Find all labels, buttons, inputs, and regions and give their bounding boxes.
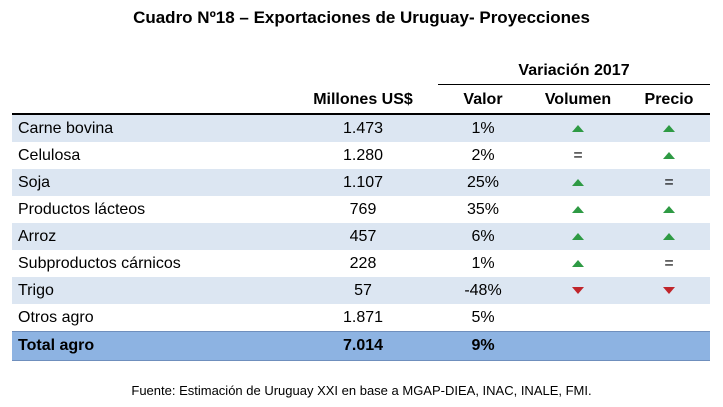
- total-valor: 9%: [471, 337, 495, 354]
- column-header-volumen: Volumen: [544, 90, 612, 108]
- precio-cell: [628, 201, 710, 219]
- total-row: Total agro 7.014 9%: [12, 331, 710, 361]
- arrow-up-icon: [663, 205, 675, 213]
- volumen-cell: [528, 120, 628, 138]
- product-name: Soja: [18, 173, 51, 191]
- variation-group-header: Variación 2017: [438, 60, 710, 85]
- source-note: Fuente: Estimación de Uruguay XXI en bas…: [131, 383, 592, 398]
- millones-cell: 457: [349, 227, 377, 245]
- valor-cell: 25%: [466, 173, 500, 191]
- precio-cell: [628, 120, 710, 138]
- volumen-cell: [528, 228, 628, 246]
- arrow-down-icon: [663, 286, 675, 294]
- column-header-valor: Valor: [463, 90, 503, 108]
- arrow-up-icon: [572, 259, 584, 267]
- millones-cell: 1.871: [342, 308, 384, 326]
- table-row: Soja 1.107 25% =: [12, 169, 710, 196]
- arrow-up-icon: [663, 124, 675, 132]
- product-name: Productos lácteos: [18, 200, 146, 218]
- product-name: Trigo: [18, 281, 54, 299]
- group-header-row: Variación 2017: [12, 56, 710, 86]
- product-name: Otros agro: [18, 308, 94, 326]
- total-millones: 7.014: [342, 337, 384, 354]
- arrow-up-icon: [572, 178, 584, 186]
- millones-cell: 1.473: [342, 119, 384, 137]
- volumen-cell: [528, 201, 628, 219]
- millones-cell: 228: [349, 254, 377, 272]
- product-name: Arroz: [18, 227, 57, 245]
- equal-sign: =: [573, 146, 583, 164]
- precio-cell: [628, 147, 710, 165]
- volumen-cell: [528, 255, 628, 273]
- valor-cell: 5%: [471, 308, 495, 326]
- arrow-down-icon: [572, 286, 584, 294]
- exports-table: Variación 2017 Millones US$ Valor Volume…: [12, 56, 710, 361]
- millones-cell: 769: [349, 200, 377, 218]
- precio-cell: [628, 282, 710, 300]
- table-title: Cuadro Nº18 – Exportaciones de Uruguay- …: [133, 8, 590, 27]
- millones-cell: 1.107: [342, 173, 384, 191]
- precio-cell: =: [628, 174, 710, 192]
- valor-cell: 6%: [471, 227, 495, 245]
- equal-sign: =: [664, 254, 674, 272]
- column-header-precio: Precio: [644, 90, 694, 108]
- arrow-up-icon: [663, 232, 675, 240]
- precio-cell: =: [628, 255, 710, 273]
- table-row: Celulosa 1.280 2% =: [12, 142, 710, 169]
- product-name: Carne bovina: [18, 119, 114, 137]
- valor-cell: -48%: [464, 281, 502, 299]
- table-row: Subproductos cárnicos 228 1% =: [12, 250, 710, 277]
- table-row: Otros agro 1.871 5%: [12, 304, 710, 331]
- arrow-up-icon: [572, 124, 584, 132]
- equal-sign: =: [664, 173, 674, 191]
- millones-cell: 1.280: [342, 146, 384, 164]
- arrow-up-icon: [663, 151, 675, 159]
- arrow-up-icon: [572, 232, 584, 240]
- valor-cell: 1%: [471, 254, 495, 272]
- table-row: Trigo 57 -48%: [12, 277, 710, 304]
- valor-cell: 35%: [466, 200, 500, 218]
- product-name: Celulosa: [18, 146, 81, 164]
- table-body: Carne bovina 1.473 1% Celulosa 1.280 2% = Soja 1…: [12, 115, 710, 331]
- arrow-up-icon: [572, 205, 584, 213]
- precio-cell: [628, 228, 710, 246]
- column-header-millones: Millones US$: [313, 90, 413, 108]
- volumen-cell: =: [528, 147, 628, 165]
- valor-cell: 1%: [471, 119, 495, 137]
- volumen-cell: [528, 282, 628, 300]
- table-row: Productos lácteos 769 35%: [12, 196, 710, 223]
- table-row: Carne bovina 1.473 1%: [12, 115, 710, 142]
- millones-cell: 57: [354, 281, 372, 299]
- valor-cell: 2%: [471, 146, 495, 164]
- volumen-cell: [528, 174, 628, 192]
- total-label: Total agro: [18, 337, 95, 354]
- table-row: Arroz 457 6%: [12, 223, 710, 250]
- column-header-row: Millones US$ Valor Volumen Precio: [12, 86, 710, 115]
- product-name: Subproductos cárnicos: [18, 254, 181, 272]
